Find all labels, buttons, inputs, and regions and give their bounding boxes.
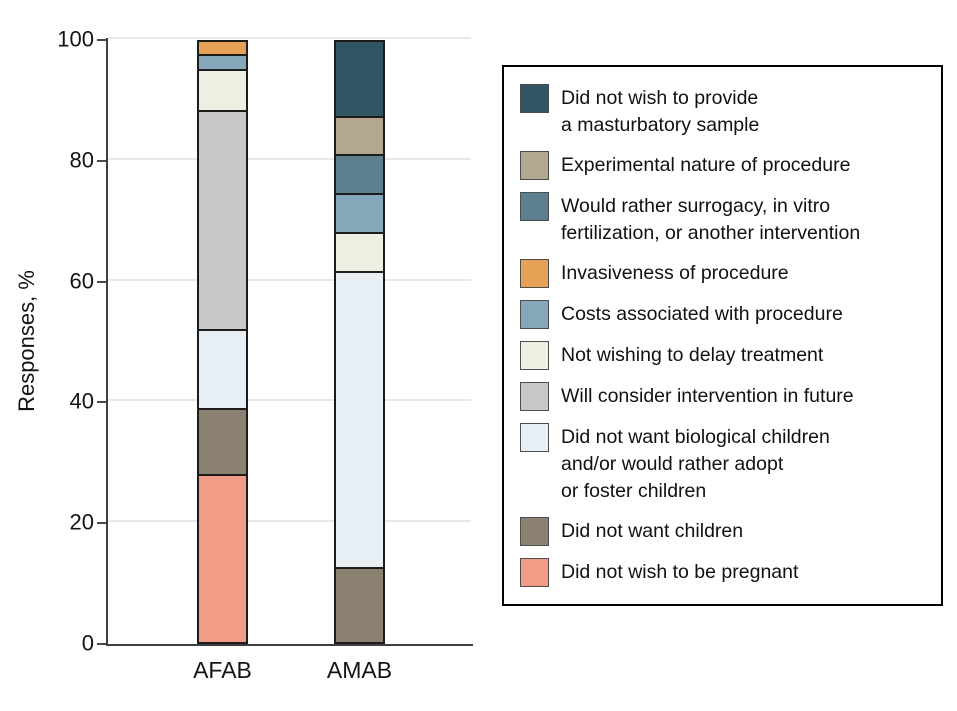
- gridline-20: [108, 520, 471, 523]
- legend-swatch: [520, 84, 549, 113]
- y-tick-mark-100: [97, 39, 106, 41]
- bar-segment: [336, 566, 383, 642]
- legend-swatch: [520, 259, 549, 288]
- bar-segment: [199, 69, 246, 110]
- legend-item: Not wishing to delay treatment: [520, 341, 929, 370]
- legend-label: Did not want children: [561, 520, 744, 542]
- y-tick-mark-20: [97, 522, 106, 525]
- y-tick-label-40: 40: [69, 388, 94, 414]
- bar-segment: [336, 193, 383, 232]
- legend-label: Invasiveness of procedure: [561, 262, 789, 284]
- y-tick-mark-80: [97, 159, 106, 162]
- legend-label: Will consider intervention in future: [561, 385, 854, 407]
- legend-label: Would rather surrogacy, in vitro fertili…: [561, 195, 861, 244]
- y-tick-label-20: 20: [69, 509, 94, 535]
- legend-label: Costs associated with procedure: [561, 303, 843, 325]
- legend-swatch: [520, 341, 549, 370]
- x-tick-label-afab: AFAB: [193, 657, 252, 683]
- bar-segment: [336, 231, 383, 271]
- gridline-80: [108, 157, 471, 160]
- legend-item: Did not wish to be pregnant: [520, 558, 929, 587]
- bar-segment: [199, 473, 246, 642]
- bar-segment: [336, 270, 383, 567]
- gridline-40: [108, 399, 471, 402]
- y-tick-label-0: 0: [81, 630, 94, 656]
- y-tick-label-60: 60: [69, 268, 94, 294]
- y-tick-label-100: 100: [57, 26, 94, 52]
- legend-item: Did not wish to provide a masturbatory s…: [520, 84, 929, 139]
- legend-swatch: [520, 300, 549, 329]
- legend-swatch: [520, 151, 549, 180]
- legend-swatch: [520, 558, 549, 587]
- legend-item: Will consider intervention in future: [520, 382, 929, 411]
- legend-swatch: [520, 192, 549, 221]
- bar-afab: [197, 40, 248, 644]
- bar-amab: [334, 40, 385, 644]
- y-tick-label-80: 80: [69, 147, 94, 173]
- bar-segment: [199, 42, 246, 55]
- bar-segment: [199, 54, 246, 70]
- bar-segment: [199, 109, 246, 330]
- bar-segment: [336, 115, 383, 155]
- legend-item: Did not want biological children and/or …: [520, 423, 929, 505]
- legend-swatch: [520, 517, 549, 546]
- legend-box: Did not wish to provide a masturbatory s…: [502, 65, 943, 606]
- legend-label: Did not want biological children and/or …: [561, 426, 830, 502]
- legend-item: Would rather surrogacy, in vitro fertili…: [520, 192, 929, 247]
- legend-label: Experimental nature of procedure: [561, 154, 851, 176]
- y-tick-mark-0: [97, 643, 106, 645]
- plot-area: [106, 37, 473, 646]
- y-tick-mark-40: [97, 401, 106, 404]
- bar-segment: [199, 407, 246, 474]
- legend-item: Costs associated with procedure: [520, 300, 929, 329]
- y-tick-mark-60: [97, 280, 106, 283]
- legend-item: Invasiveness of procedure: [520, 259, 929, 288]
- legend-label: Did not wish to provide a masturbatory s…: [561, 87, 760, 136]
- x-tick-label-amab: AMAB: [326, 657, 393, 683]
- legend-label: Not wishing to delay treatment: [561, 344, 824, 366]
- legend-swatch: [520, 423, 549, 452]
- bar-segment: [336, 154, 383, 193]
- legend-item: Did not want children: [520, 517, 929, 546]
- legend-label: Did not wish to be pregnant: [561, 561, 799, 583]
- legend-swatch: [520, 382, 549, 411]
- bar-segment: [199, 329, 246, 408]
- gridline-60: [108, 278, 471, 281]
- gridline-100: [108, 37, 471, 39]
- bar-segment: [336, 42, 383, 116]
- legend-item: Experimental nature of procedure: [520, 151, 929, 180]
